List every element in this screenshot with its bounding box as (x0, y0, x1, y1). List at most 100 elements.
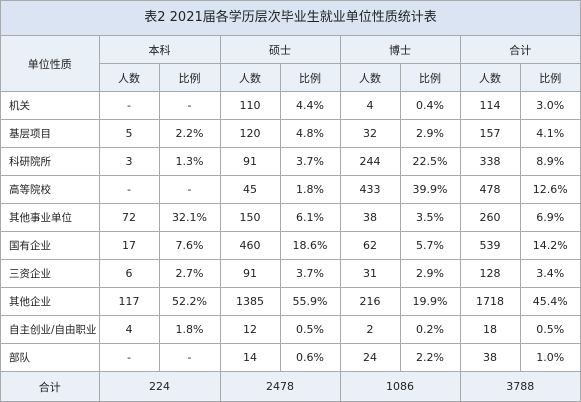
ratio-cell: 18.6% (279, 231, 341, 260)
table-row: 部队 - -14 0.6% 24 2.2% 38 1.0% (1, 343, 580, 372)
ratio-cell: 3.4% (519, 259, 580, 288)
count-cell: 31 (339, 259, 401, 288)
ratio-cell: 19.9% (399, 287, 461, 316)
count-cell: 91 (219, 259, 281, 288)
table-row: 其他企业 117 52.2% 1385 55.9% 216 19.9% 1718 45.4% (1, 287, 580, 316)
count-cell: 539 (459, 231, 521, 260)
count-cell: 244 (339, 147, 401, 176)
ratio-cell: 3.5% (399, 203, 461, 232)
count-cell: 2 (339, 315, 401, 344)
ratio-header: 比例 (519, 63, 580, 92)
count-cell: - (98, 343, 160, 372)
count-cell: 32 (339, 119, 401, 148)
count-header: 人数 (459, 63, 521, 92)
ratio-cell: 4.1% (519, 119, 580, 148)
ratio-cell: 52.2% (158, 287, 221, 316)
ratio-cell: 7.6% (158, 231, 221, 260)
count-cell: 5 (98, 119, 160, 148)
count-cell: 460 (219, 231, 281, 260)
total-master: 2478 (219, 371, 341, 401)
count-header: 人数 (99, 63, 160, 92)
ratio-cell: 1.8% (279, 175, 341, 204)
table-title: 表2 2021届各学历层次毕业生就业单位性质统计表 (1, 1, 580, 36)
unit-type-cell: 机关 (1, 91, 100, 120)
unit-type-cell: 其他事业单位 (1, 203, 100, 232)
ratio-cell: 14.2% (519, 231, 580, 260)
unit-type-cell: 自主创业/自由职业 (1, 315, 100, 344)
table-row: 其他事业单位 72 32.1% 150 6.1% 38 3.5% 260 6.9% (1, 203, 580, 232)
count-cell: 114 (459, 91, 521, 120)
group-header-total: 合计 (459, 36, 580, 64)
count-cell: 45 (219, 175, 281, 204)
count-header: 人数 (339, 63, 401, 92)
count-cell: 120 (219, 119, 281, 148)
table-row: 基层项目 5 2.2% 120 4.8% 32 2.9% 157 4.1% (1, 119, 580, 148)
ratio-cell: 0.6% (279, 343, 341, 372)
count-cell: 14 (219, 343, 281, 372)
ratio-cell: 6.9% (519, 203, 580, 232)
count-cell: 157 (459, 119, 521, 148)
count-cell: 1718 (459, 287, 521, 316)
ratio-cell: 2.2% (158, 119, 221, 148)
ratio-cell: 0.2% (399, 315, 461, 344)
count-cell: 24 (339, 343, 401, 372)
count-cell: 62 (339, 231, 401, 260)
count-cell: 91 (219, 147, 281, 176)
table-row: 高等院校 - -45 1.8% 433 39.9% 478 12.6% (1, 175, 580, 204)
count-cell: 110 (219, 91, 281, 120)
ratio-cell: 0.5% (279, 315, 341, 344)
count-cell: 18 (459, 315, 521, 344)
ratio-header: 比例 (399, 63, 461, 92)
ratio-cell: 5.7% (399, 231, 461, 260)
count-cell: 6 (98, 259, 160, 288)
ratio-cell: - (158, 343, 221, 372)
count-cell: 4 (98, 315, 160, 344)
ratio-cell: 3.7% (279, 147, 341, 176)
unit-type-cell: 高等院校 (1, 175, 100, 204)
group-header-bachelor: 本科 (98, 36, 221, 64)
count-cell: 478 (459, 175, 521, 204)
count-cell: 216 (339, 287, 401, 316)
ratio-cell: 2.9% (399, 119, 461, 148)
ratio-header: 比例 (158, 63, 221, 92)
table-row: 自主创业/自由职业 4 1.8% 12 0.5% 2 0.2% 18 0.5% (1, 315, 580, 344)
unit-type-cell: 部队 (1, 343, 100, 372)
count-cell: 128 (459, 259, 521, 288)
count-cell: - (98, 91, 160, 120)
header-row-groups: 单位性质 本科 硕士 博士 合计 (1, 36, 580, 92)
ratio-cell: 3.0% (519, 91, 580, 120)
total-bachelor: 224 (98, 371, 221, 401)
count-cell: 72 (98, 203, 160, 232)
ratio-cell: 3.7% (279, 259, 341, 288)
count-cell: 4 (339, 91, 401, 120)
group-header-master: 硕士 (219, 36, 341, 64)
group-header-doctor: 博士 (339, 36, 461, 64)
ratio-cell: 0.5% (519, 315, 580, 344)
ratio-cell: 1.3% (158, 147, 221, 176)
count-header: 人数 (219, 63, 281, 92)
ratio-cell: 32.1% (158, 203, 221, 232)
unit-type-header: 单位性质 (1, 36, 100, 92)
count-cell: 117 (98, 287, 160, 316)
ratio-cell: 12.6% (519, 175, 580, 204)
count-cell: 150 (219, 203, 281, 232)
total-all: 3788 (459, 371, 580, 401)
count-cell: 1385 (219, 287, 281, 316)
total-doctor: 1086 (339, 371, 461, 401)
ratio-cell: 1.0% (519, 343, 580, 372)
ratio-cell: 6.1% (279, 203, 341, 232)
total-row: 合计 224 2478 1086 3788 (1, 371, 580, 401)
ratio-cell: 1.8% (158, 315, 221, 344)
ratio-cell: - (158, 91, 221, 120)
count-cell: 433 (339, 175, 401, 204)
ratio-cell: 4.8% (279, 119, 341, 148)
unit-type-cell: 基层项目 (1, 119, 100, 148)
unit-type-cell: 三资企业 (1, 259, 100, 288)
unit-type-cell: 国有企业 (1, 231, 100, 260)
ratio-cell: 2.7% (158, 259, 221, 288)
count-cell: 338 (459, 147, 521, 176)
ratio-cell: 2.9% (399, 259, 461, 288)
ratio-cell: 45.4% (519, 287, 580, 316)
ratio-cell: 39.9% (399, 175, 461, 204)
